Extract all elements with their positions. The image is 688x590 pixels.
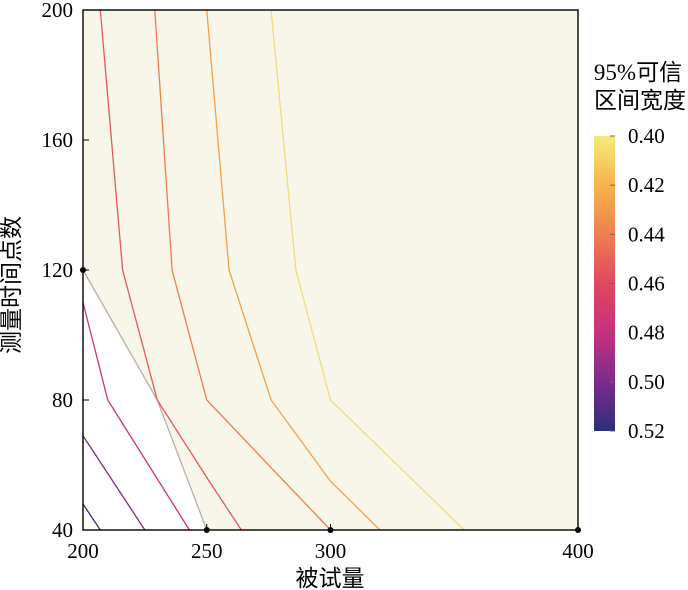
y-tick-label-40: 40: [52, 518, 73, 542]
x-axis-label: 被试量: [296, 566, 365, 590]
colorbar-tick-label: 0.46: [628, 272, 665, 296]
contour-line-0-44: [154, 9, 331, 531]
colorbar-gradient: [594, 136, 615, 431]
contour-line-0-46: [99, 9, 242, 531]
colorbar-tick-label: 0.48: [628, 321, 665, 345]
contour-line-0-5: [82, 435, 146, 531]
contour-line-0-4: [270, 9, 465, 531]
x-tick-label-300: 300: [315, 539, 347, 563]
y-tick-label-80: 80: [52, 388, 73, 412]
y-tick-label-160: 160: [42, 128, 74, 152]
colorbar-tick-label: 0.50: [628, 370, 665, 394]
y-tick-label-200: 200: [42, 0, 74, 22]
y-tick-label-120: 120: [42, 258, 74, 282]
contour-line-0-42: [206, 9, 381, 531]
uncovered-region: [83, 270, 207, 530]
colorbar-tick-label: 0.40: [628, 124, 665, 148]
y-axis-label: 测量时间点数: [0, 216, 24, 354]
axes: 200 250 300 400 40 80 120 160 200: [42, 0, 594, 563]
colorbar-title-line-2: 区间宽度: [594, 88, 686, 113]
sample-point: [203, 527, 210, 533]
colorbar: 95%可信 区间宽度 0.40 0.42 0.44 0.46 0.48 0.50 0.52: [594, 60, 686, 443]
sample-point: [575, 527, 581, 533]
x-tick-label-250: 250: [191, 539, 223, 563]
sample-point: [327, 527, 334, 533]
contour-line-0-48: [82, 302, 190, 531]
plot-area: [82, 9, 578, 531]
x-tick-label-200: 200: [67, 539, 99, 563]
colorbar-tick-label: 0.42: [628, 173, 665, 197]
colorbar-tick-label: 0.52: [628, 419, 665, 443]
colorbar-title-line-1: 95%可信: [594, 60, 682, 85]
contour-line-0-52: [82, 503, 101, 531]
x-tick-label-400: 400: [562, 539, 594, 563]
sample-point: [80, 267, 86, 273]
colorbar-tick-label: 0.44: [628, 222, 665, 246]
